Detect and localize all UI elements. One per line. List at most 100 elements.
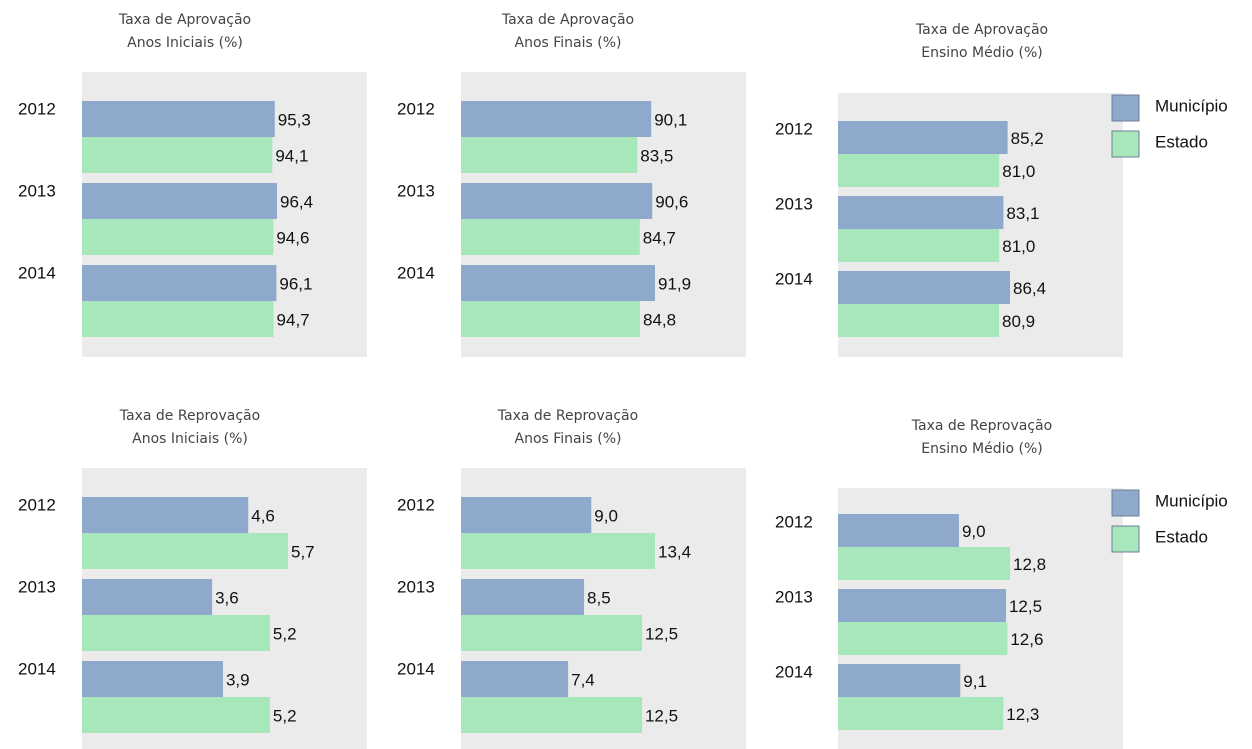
bar <box>838 271 1010 304</box>
value-label: 81,0 <box>1002 237 1035 256</box>
bar <box>461 137 638 173</box>
category-label: 2012 <box>775 512 813 531</box>
value-label: 91,9 <box>658 274 691 293</box>
chart-subtitle: Anos Finais (%) <box>515 35 622 51</box>
bar <box>82 301 274 337</box>
value-label: 12,8 <box>1013 555 1046 574</box>
chart-subtitle: Anos Finais (%) <box>515 431 622 447</box>
bar <box>838 664 961 697</box>
chart-title: Taxa de Reprovação <box>911 418 1052 434</box>
value-label: 94,7 <box>277 310 310 329</box>
value-label: 12,5 <box>645 624 678 643</box>
value-label: 4,6 <box>251 506 275 525</box>
category-label: 2013 <box>775 194 813 213</box>
bar <box>838 196 1004 229</box>
value-label: 9,0 <box>962 522 986 541</box>
chart-title: Taxa de Aprovação <box>915 22 1048 38</box>
value-label: 12,6 <box>1010 630 1043 649</box>
value-label: 84,7 <box>643 228 676 247</box>
value-label: 96,1 <box>279 274 312 293</box>
value-label: 94,1 <box>275 146 308 165</box>
bar <box>82 101 275 137</box>
value-label: 12,5 <box>1009 597 1042 616</box>
category-label: 2013 <box>775 587 813 606</box>
bar <box>82 579 213 615</box>
value-label: 9,0 <box>594 506 618 525</box>
category-label: 2014 <box>18 263 56 282</box>
chart-subtitle: Anos Iniciais (%) <box>132 431 248 447</box>
legend-swatch <box>1111 130 1140 158</box>
value-label: 90,1 <box>654 110 687 129</box>
bar <box>461 101 652 137</box>
value-label: 5,2 <box>273 706 297 725</box>
chart-title: Taxa de Aprovação <box>118 12 251 28</box>
value-label: 5,7 <box>291 542 315 561</box>
value-label: 9,1 <box>963 672 987 691</box>
bar <box>461 265 655 301</box>
chart-title: Taxa de Reprovação <box>119 408 260 424</box>
legend-label: Estado <box>1155 132 1208 151</box>
chart-subtitle: Ensino Médio (%) <box>921 441 1043 457</box>
value-label: 84,8 <box>643 310 676 329</box>
value-label: 83,5 <box>640 146 673 165</box>
chart-title: Taxa de Aprovação <box>501 12 634 28</box>
chart-subtitle: Anos Iniciais (%) <box>127 35 243 51</box>
bar <box>461 615 642 651</box>
legend-swatch <box>1111 94 1140 122</box>
value-label: 5,2 <box>273 624 297 643</box>
category-label: 2014 <box>18 659 56 678</box>
bar <box>838 154 1000 187</box>
bar <box>461 497 592 533</box>
bar <box>461 661 569 697</box>
value-label: 83,1 <box>1006 204 1039 223</box>
value-label: 96,4 <box>280 192 313 211</box>
bar <box>82 265 277 301</box>
bar <box>838 229 1000 262</box>
category-label: 2014 <box>397 659 435 678</box>
bar <box>838 547 1010 580</box>
bar <box>82 137 273 173</box>
category-label: 2013 <box>397 181 435 200</box>
category-label: 2013 <box>18 577 56 596</box>
bar <box>82 183 277 219</box>
category-label: 2012 <box>775 119 813 138</box>
bar <box>82 533 288 569</box>
value-label: 3,6 <box>215 588 239 607</box>
bar <box>461 219 640 255</box>
value-label: 12,3 <box>1006 705 1039 724</box>
category-label: 2013 <box>397 577 435 596</box>
chart-subtitle: Ensino Médio (%) <box>921 45 1043 61</box>
value-label: 13,4 <box>658 542 691 561</box>
category-label: 2013 <box>18 181 56 200</box>
value-label: 12,5 <box>645 706 678 725</box>
legend-label: Estado <box>1155 527 1208 546</box>
value-label: 94,6 <box>276 228 309 247</box>
value-label: 85,2 <box>1011 129 1044 148</box>
category-label: 2014 <box>397 263 435 282</box>
bar <box>838 622 1008 655</box>
bar <box>838 589 1006 622</box>
bar <box>461 579 585 615</box>
value-label: 3,9 <box>226 670 250 689</box>
bar <box>82 615 270 651</box>
bar <box>461 533 655 569</box>
legend-swatch <box>1111 489 1140 517</box>
legend-label: Município <box>1155 491 1228 510</box>
category-label: 2012 <box>18 495 56 514</box>
bar <box>82 219 274 255</box>
category-label: 2014 <box>775 269 813 288</box>
bar <box>838 304 1000 337</box>
value-label: 90,6 <box>655 192 688 211</box>
value-label: 95,3 <box>278 110 311 129</box>
bar <box>82 497 249 533</box>
category-label: 2012 <box>18 99 56 118</box>
value-label: 8,5 <box>587 588 611 607</box>
value-label: 80,9 <box>1002 312 1035 331</box>
bar <box>461 697 642 733</box>
legend-label: Município <box>1155 96 1228 115</box>
category-label: 2012 <box>397 495 435 514</box>
chart-title: Taxa de Reprovação <box>497 408 638 424</box>
bar <box>838 697 1004 730</box>
bar <box>461 183 653 219</box>
